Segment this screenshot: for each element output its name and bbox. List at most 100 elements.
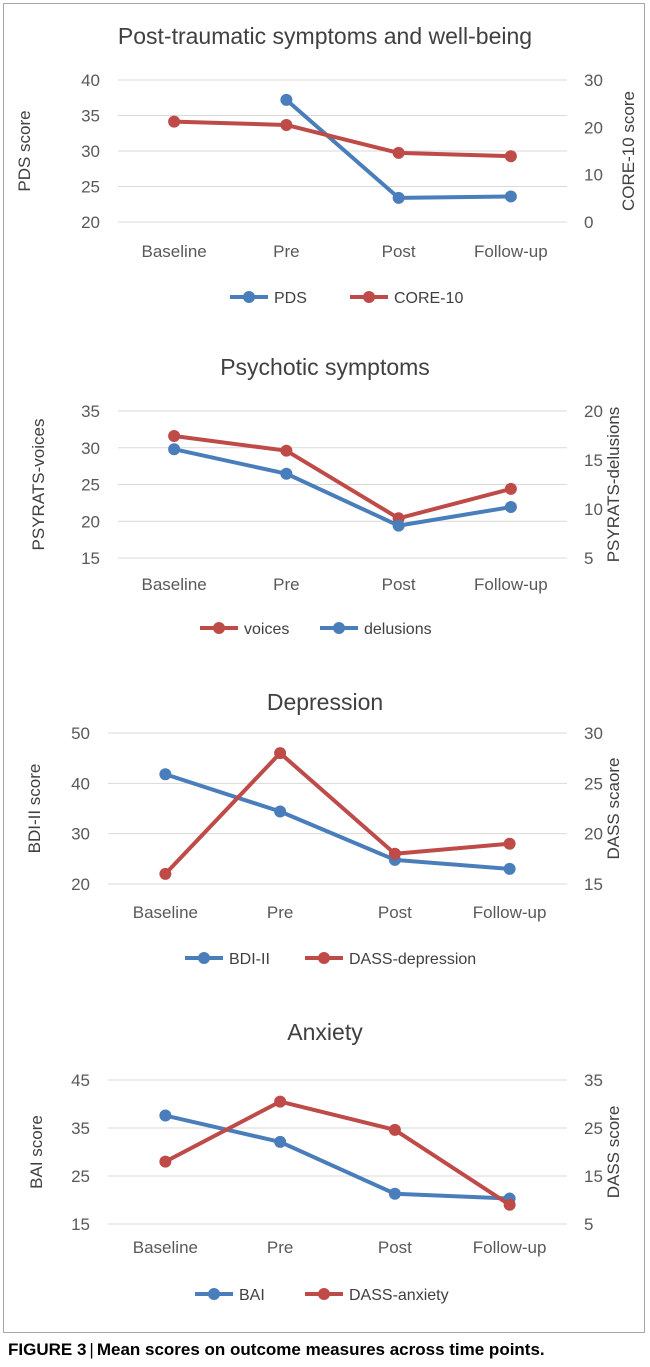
- y2-tick-label: 10: [584, 166, 603, 185]
- x-tick-label: Follow-up: [473, 1238, 547, 1257]
- data-point-dass-depression: [274, 747, 287, 760]
- legend-label: BAI: [239, 1287, 265, 1304]
- series-line-bai: [164, 1113, 510, 1201]
- data-point-bdi-ii: [274, 805, 287, 818]
- y2-tick-label: 5: [584, 549, 593, 568]
- data-point-voices: [504, 482, 517, 495]
- data-point-core-10: [280, 118, 293, 131]
- y2-tick-label: 0: [584, 213, 593, 232]
- caption-label: FIGURE 3: [8, 1340, 87, 1359]
- x-tick-label: Pre: [273, 242, 299, 261]
- x-tick-label: Follow-up: [473, 903, 547, 922]
- series-line-core-10: [174, 119, 511, 159]
- y2-axis-title: DASS score: [604, 1106, 623, 1199]
- x-tick-label: Baseline: [133, 1238, 198, 1257]
- y-tick-label: 25: [71, 1167, 90, 1186]
- data-point-voices: [168, 429, 181, 442]
- y-tick-label: 15: [71, 1215, 90, 1234]
- y-tick-label: 15: [81, 549, 100, 568]
- data-point-pds: [504, 190, 517, 203]
- y-axis-title: BAI score: [27, 1115, 46, 1189]
- x-tick-label: Pre: [267, 1238, 293, 1257]
- data-point-core-10: [168, 115, 181, 128]
- y-tick-label: 30: [81, 439, 100, 458]
- x-tick-label: Baseline: [133, 903, 198, 922]
- series-line-dass-depression: [163, 751, 510, 876]
- y2-tick-label: 15: [584, 875, 603, 894]
- x-tick-label: Post: [382, 242, 416, 261]
- y-tick-label: 35: [71, 1119, 90, 1138]
- chart-4-title: Anxiety: [287, 1019, 363, 1045]
- y-tick-label: 40: [81, 71, 100, 90]
- y-axis-title: PDS score: [15, 110, 34, 191]
- y2-tick-label: 20: [584, 118, 603, 137]
- data-point-bai: [388, 1187, 401, 1200]
- y2-tick-label: 5: [584, 1215, 593, 1234]
- x-tick-label: Pre: [273, 575, 299, 594]
- caption-text: Mean scores on outcome measures across t…: [96, 1340, 545, 1359]
- legend-label: DASS-anxiety: [349, 1287, 449, 1304]
- legend-swatch-marker: [213, 622, 225, 634]
- y-axis-title: BDI-II score: [25, 764, 44, 854]
- series-line-voices: [173, 434, 512, 521]
- x-tick-label: Follow-up: [474, 575, 548, 594]
- legend-swatch-marker: [208, 1288, 220, 1300]
- data-point-delusions: [392, 519, 405, 532]
- y-tick-label: 25: [81, 178, 100, 197]
- data-point-bdi-ii: [503, 862, 516, 875]
- data-point-delusions: [168, 443, 181, 456]
- data-point-dass-anxiety: [503, 1198, 516, 1211]
- x-tick-label: Baseline: [142, 242, 207, 261]
- legend-label: BDI-II: [229, 951, 270, 968]
- y-tick-label: 35: [81, 402, 100, 421]
- legend-swatch-marker: [318, 952, 330, 964]
- data-point-delusions: [504, 501, 517, 514]
- chart-1-title: Post-traumatic symptoms and well-being: [118, 23, 532, 49]
- data-point-bai: [159, 1109, 172, 1122]
- legend-label: delusions: [364, 621, 432, 638]
- x-tick-label: Post: [378, 1238, 412, 1257]
- y-tick-label: 30: [71, 825, 90, 844]
- x-tick-label: Follow-up: [474, 242, 548, 261]
- y-tick-label: 20: [81, 512, 100, 531]
- data-point-dass-anxiety: [388, 1123, 401, 1136]
- x-tick-label: Pre: [267, 903, 293, 922]
- data-point-pds: [392, 191, 405, 204]
- data-point-core-10: [504, 150, 517, 163]
- data-point-dass-depression: [503, 837, 516, 850]
- legend-label: CORE-10: [394, 290, 463, 307]
- legend-label: voices: [244, 621, 289, 638]
- y2-tick-label: 35: [584, 1071, 603, 1090]
- y-tick-label: 30: [81, 142, 100, 161]
- legend-label: PDS: [274, 290, 307, 307]
- y2-tick-label: 20: [584, 402, 603, 421]
- y-tick-label: 25: [81, 476, 100, 495]
- y-tick-label: 40: [71, 774, 90, 793]
- y2-axis-title: CORE-10 score: [619, 91, 638, 211]
- y2-tick-label: 15: [584, 451, 603, 470]
- chart-2-title: Psychotic symptoms: [220, 354, 430, 380]
- series-line-dass-anxiety: [164, 1099, 511, 1207]
- y2-tick-label: 15: [584, 1167, 603, 1186]
- legend-swatch-marker: [363, 291, 375, 303]
- y-tick-label: 50: [71, 724, 90, 743]
- data-point-dass-anxiety: [274, 1095, 287, 1108]
- y2-axis-title: DASS scaore: [604, 757, 623, 859]
- x-tick-label: Post: [382, 575, 416, 594]
- y-axis-title: PSYRATS-voices: [29, 419, 48, 551]
- x-tick-label: Baseline: [142, 575, 207, 594]
- y2-tick-label: 30: [584, 724, 603, 743]
- y-tick-label: 45: [71, 1071, 90, 1090]
- data-point-dass-depression: [388, 847, 401, 860]
- caption-separator: |: [89, 1340, 94, 1359]
- legend-label: DASS-depression: [349, 951, 476, 968]
- series-line-bdi-ii: [164, 772, 510, 871]
- data-point-dass-depression: [159, 867, 172, 880]
- legend-swatch-marker: [318, 1288, 330, 1300]
- y-tick-label: 20: [71, 875, 90, 894]
- y-tick-label: 20: [81, 213, 100, 232]
- data-point-core-10: [392, 146, 405, 159]
- data-point-dass-anxiety: [159, 1155, 172, 1168]
- data-point-bdi-ii: [159, 768, 172, 781]
